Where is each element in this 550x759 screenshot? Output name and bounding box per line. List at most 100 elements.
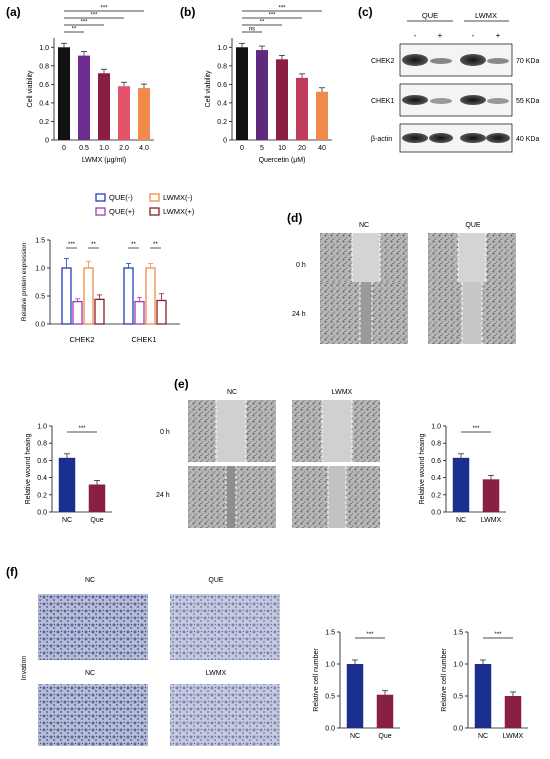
panel-label-c: (c) bbox=[358, 5, 373, 19]
significance-label: ** bbox=[91, 242, 96, 248]
y-tick-label: 0.6 bbox=[431, 458, 441, 465]
x-tick-label: 40 bbox=[318, 145, 326, 152]
band bbox=[402, 54, 428, 66]
bar bbox=[58, 47, 70, 140]
panel-label-f: (f) bbox=[6, 565, 18, 579]
blot-kda: 70 KDa bbox=[516, 58, 539, 65]
x-tick-label: 4.0 bbox=[139, 145, 149, 152]
x-tick-label: 2.0 bbox=[119, 145, 129, 152]
bar bbox=[94, 298, 105, 325]
bar bbox=[276, 59, 288, 141]
y-tick-label: 0.5 bbox=[453, 694, 463, 701]
micrograph bbox=[292, 466, 380, 528]
bar bbox=[123, 267, 134, 325]
y-axis-label: Relative protein expression bbox=[21, 242, 28, 321]
image-side-label: Invation bbox=[21, 656, 28, 681]
y-tick-label: 0.8 bbox=[431, 441, 441, 448]
invasion-images: Invation NC QUE NC LWMX bbox=[21, 577, 280, 746]
significance-label: *** bbox=[366, 632, 374, 638]
x-tick-label: NC bbox=[456, 517, 466, 524]
micrograph bbox=[320, 282, 408, 344]
legend-label: QUE(+) bbox=[109, 207, 135, 216]
significance-label: *** bbox=[100, 6, 108, 12]
blot-sign: - bbox=[472, 31, 475, 40]
blot-row-label: CHEK1 bbox=[371, 98, 394, 105]
micrograph bbox=[38, 684, 148, 746]
bar bbox=[61, 267, 72, 325]
blot-kda: 40 KDa bbox=[516, 136, 539, 143]
band bbox=[460, 133, 486, 143]
x-tick-label: Que bbox=[378, 733, 391, 740]
y-tick-label: 1.0 bbox=[217, 45, 227, 52]
y-tick-label: 0.6 bbox=[37, 458, 47, 465]
significance-label: *** bbox=[80, 20, 88, 26]
micrograph bbox=[188, 400, 276, 462]
significance-label: *** bbox=[268, 13, 276, 19]
y-axis-label: Relative wound heaing bbox=[419, 433, 426, 504]
legend-swatch bbox=[95, 193, 106, 202]
band bbox=[487, 58, 509, 64]
blot-row-label: β-actin bbox=[371, 136, 392, 143]
y-tick-label: 0 bbox=[45, 138, 49, 145]
band bbox=[460, 95, 486, 105]
bar bbox=[346, 664, 364, 728]
y-tick-label: 0.6 bbox=[39, 82, 49, 89]
x-tick-label: Que bbox=[90, 517, 103, 524]
significance-label: *** bbox=[472, 426, 480, 432]
significance-label: *** bbox=[68, 242, 76, 248]
y-tick-label: 0.4 bbox=[431, 475, 441, 482]
x-axis-label: LWMX (μg/ml) bbox=[82, 157, 126, 164]
bar bbox=[72, 300, 83, 325]
x-tick-label: 0 bbox=[62, 145, 66, 152]
x-tick-label: 0.5 bbox=[79, 145, 89, 152]
micrograph bbox=[170, 594, 280, 660]
band bbox=[430, 58, 452, 64]
image-row-label: 24 h bbox=[292, 311, 306, 318]
image-col-label: LWMX bbox=[332, 389, 353, 396]
y-tick-label: 0.6 bbox=[217, 82, 227, 89]
cell-viability-lwmx-chart: 0 0.2 0.4 0.6 0.8 1.0 0 0.5 1.0 2.0 4.0 Cell viabil… bbox=[27, 6, 154, 164]
bar bbox=[236, 47, 248, 140]
image-col-label: NC bbox=[359, 222, 369, 229]
y-tick-label: 0.2 bbox=[431, 492, 441, 499]
western-blot: QUE LWMX - + - + CHEK2 70 KDa CHEK1 55 K… bbox=[371, 11, 539, 153]
band bbox=[430, 98, 452, 104]
bar bbox=[482, 479, 500, 512]
y-tick-label: 1.0 bbox=[35, 266, 45, 273]
blot-group-que: QUE bbox=[422, 11, 438, 20]
micrograph bbox=[170, 684, 280, 746]
y-tick-label: 1.5 bbox=[325, 630, 335, 637]
panel-label-b: (b) bbox=[180, 5, 195, 19]
panel-label-a: (a) bbox=[6, 5, 21, 19]
legend-swatch bbox=[149, 193, 160, 202]
image-row-label: 0 h bbox=[296, 262, 306, 269]
y-tick-label: 0.2 bbox=[217, 119, 227, 126]
wound-healing-que-chart: 0.0 0.2 0.4 0.6 0.8 1.0 NC Que Relative wound he… bbox=[25, 424, 112, 524]
bar bbox=[83, 267, 94, 325]
scratch-assay-que: NC QUE 0 h 24 h bbox=[292, 222, 516, 344]
y-tick-label: 0.0 bbox=[431, 510, 441, 517]
y-tick-label: 0 bbox=[223, 138, 227, 145]
significance-label: ** bbox=[260, 20, 265, 26]
image-row-label: 0 h bbox=[160, 429, 170, 436]
image-col-label: QUE bbox=[465, 222, 481, 229]
bar bbox=[145, 267, 156, 325]
x-axis-label: Quercetin (μM) bbox=[259, 157, 306, 164]
blot-row-label: CHEK2 bbox=[371, 58, 394, 65]
bar bbox=[296, 77, 308, 140]
y-tick-label: 0.0 bbox=[453, 726, 463, 733]
bar bbox=[88, 484, 106, 512]
panel-label-d: (d) bbox=[287, 211, 302, 225]
bar bbox=[78, 55, 90, 141]
panel-label-e: (e) bbox=[174, 377, 189, 391]
bar bbox=[316, 91, 328, 140]
y-tick-label: 1.0 bbox=[325, 662, 335, 669]
y-tick-label: 0.5 bbox=[325, 694, 335, 701]
band bbox=[486, 133, 510, 143]
bar bbox=[118, 86, 130, 140]
cell-viability-quercetin-chart: 0 0.2 0.4 0.6 0.8 1.0 0 5 10 20 40 Cell viability Qu… bbox=[205, 6, 332, 164]
legend-label: QUE(-) bbox=[109, 193, 133, 202]
bar bbox=[474, 664, 492, 728]
blot-sign: + bbox=[438, 31, 443, 40]
